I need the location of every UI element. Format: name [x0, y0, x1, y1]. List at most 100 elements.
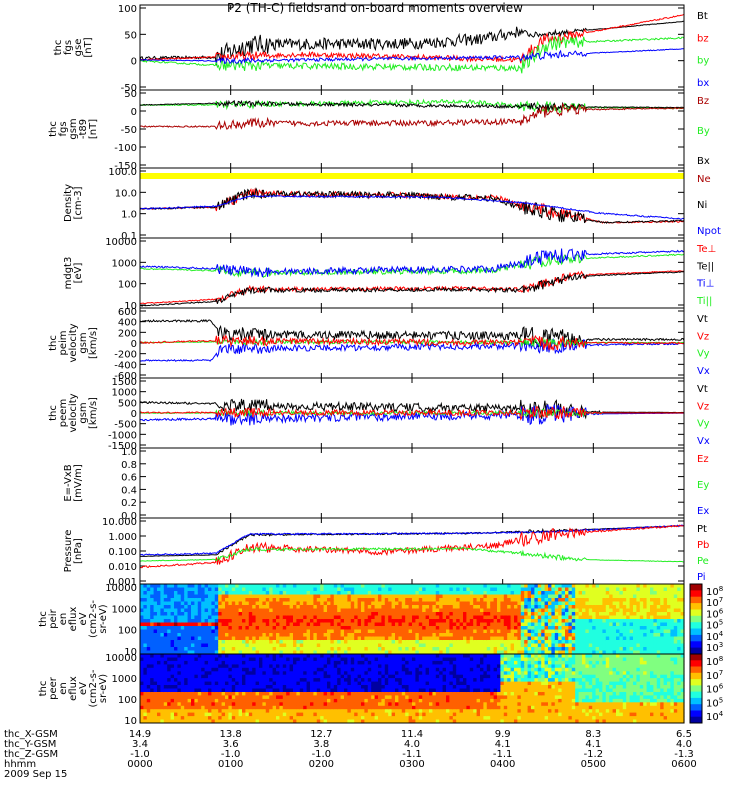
spectrogram-cell: [201, 591, 206, 596]
spectrogram-cell: [330, 674, 335, 679]
y-tick-label: 500: [118, 398, 137, 409]
spectrogram-cell: [242, 671, 246, 676]
spectrogram-cell: [490, 584, 495, 589]
spectrogram-cell: [194, 594, 199, 599]
spectrogram-cell: [248, 643, 253, 648]
spectrogram-cell: [238, 650, 243, 655]
spectrogram-cell: [408, 647, 413, 652]
spectrogram-cell: [483, 615, 488, 620]
spectrogram-cell: [231, 678, 236, 683]
spectrogram-cell: [218, 681, 223, 686]
spectrogram-cell: [463, 650, 467, 655]
spectrogram-cell: [670, 640, 675, 645]
spectrogram-cell: [310, 681, 314, 686]
spectrogram-cell: [214, 712, 219, 717]
spectrogram-cell: [527, 633, 532, 638]
spectrogram-cell: [401, 643, 406, 648]
spectrogram-cell: [660, 636, 665, 641]
spectrogram-cell: [282, 608, 287, 613]
spectrogram-cell: [622, 612, 627, 617]
spectrogram-cell: [582, 619, 586, 624]
spectrogram-cell: [313, 681, 318, 686]
spectrogram-cell: [490, 647, 495, 652]
spectrogram-cell: [248, 629, 253, 634]
spectrogram-cell: [160, 647, 165, 652]
spectrogram-cell: [561, 608, 566, 613]
spectrogram-cell: [160, 671, 165, 676]
spectrogram-cell: [493, 584, 498, 589]
spectrogram-cell: [262, 702, 267, 707]
spectrogram-cell: [255, 601, 260, 606]
spectrogram-cell: [146, 685, 151, 689]
spectrogram-cell: [449, 591, 454, 596]
spectrogram-cell: [490, 633, 495, 638]
spectrogram-cell: [265, 667, 270, 672]
spectrogram-cell: [167, 692, 172, 696]
spectrogram-cell: [211, 709, 216, 714]
spectrogram-cell: [252, 671, 257, 676]
spectrogram-cell: [214, 716, 219, 721]
spectrogram-cell: [306, 674, 311, 679]
spectrogram-cell: [333, 719, 338, 724]
spectrogram-cell: [265, 716, 270, 721]
spectrogram-cell: [605, 626, 610, 631]
spectrogram-cell: [255, 719, 260, 724]
spectrogram-cell: [405, 629, 410, 634]
spectrogram-cell: [259, 608, 263, 613]
spectrogram-cell: [337, 667, 342, 672]
spectrogram-cell: [214, 612, 219, 617]
spectrogram-cell: [361, 705, 365, 710]
spectrogram-cell: [653, 626, 658, 631]
spectrogram-cell: [391, 619, 396, 624]
spectrogram-cell: [184, 647, 189, 652]
spectrogram-cell: [218, 640, 223, 645]
spectrogram-cell: [537, 594, 542, 599]
spectrogram-cell: [201, 685, 206, 689]
spectrogram-cell: [197, 685, 202, 689]
spectrogram-cell: [235, 698, 240, 703]
spectrogram-cell: [432, 605, 437, 610]
spectrogram-cell: [497, 629, 501, 634]
spectrogram-cell: [432, 598, 437, 603]
spectrogram-cell: [371, 716, 376, 721]
spectrogram-cell: [364, 650, 369, 655]
spectrogram-cell: [490, 615, 495, 620]
spectrogram-cell: [388, 622, 393, 627]
spectrogram-cell: [221, 698, 226, 703]
spectrogram-cell: [276, 705, 280, 710]
spectrogram-cell: [541, 633, 546, 638]
spectrogram-cell: [316, 584, 321, 589]
spectrogram-cell: [163, 688, 168, 693]
spectrogram-cell: [310, 598, 314, 603]
spectrogram-cell: [609, 615, 614, 620]
spectrogram-cell: [211, 660, 216, 665]
spectrogram-cell: [143, 615, 148, 620]
spectrogram-cell: [235, 619, 240, 624]
spectrogram-cell: [265, 636, 270, 641]
spectrogram-cell: [619, 598, 624, 603]
spectrogram-cell: [561, 647, 566, 652]
spectrogram-cell: [578, 594, 583, 599]
spectrogram-cell: [201, 601, 206, 606]
spectrogram-cell: [191, 709, 195, 714]
spectrogram-cell: [242, 615, 246, 620]
spectrogram-cell: [167, 601, 172, 606]
spectrogram-cell: [633, 605, 637, 610]
spectrogram-cell: [197, 587, 202, 592]
spectrogram-cell: [663, 629, 668, 634]
spectrogram-cell: [435, 594, 440, 599]
spectrogram-cell: [422, 601, 427, 606]
spectrogram-cell: [463, 647, 467, 652]
spectrogram-cell: [605, 587, 610, 592]
spectrogram-cell: [582, 633, 586, 638]
spectrogram-cell: [316, 681, 321, 686]
spectrogram-cell: [197, 650, 202, 655]
spectrogram-cell: [486, 636, 491, 641]
spectrogram-cell: [446, 650, 450, 655]
spectrogram-cell: [337, 671, 342, 676]
spectrogram-cell: [571, 594, 576, 599]
spectrogram-cell: [269, 667, 274, 672]
spectrogram-cell: [364, 643, 369, 648]
spectrogram-cell: [350, 660, 355, 665]
spectrogram-cell: [551, 640, 556, 645]
